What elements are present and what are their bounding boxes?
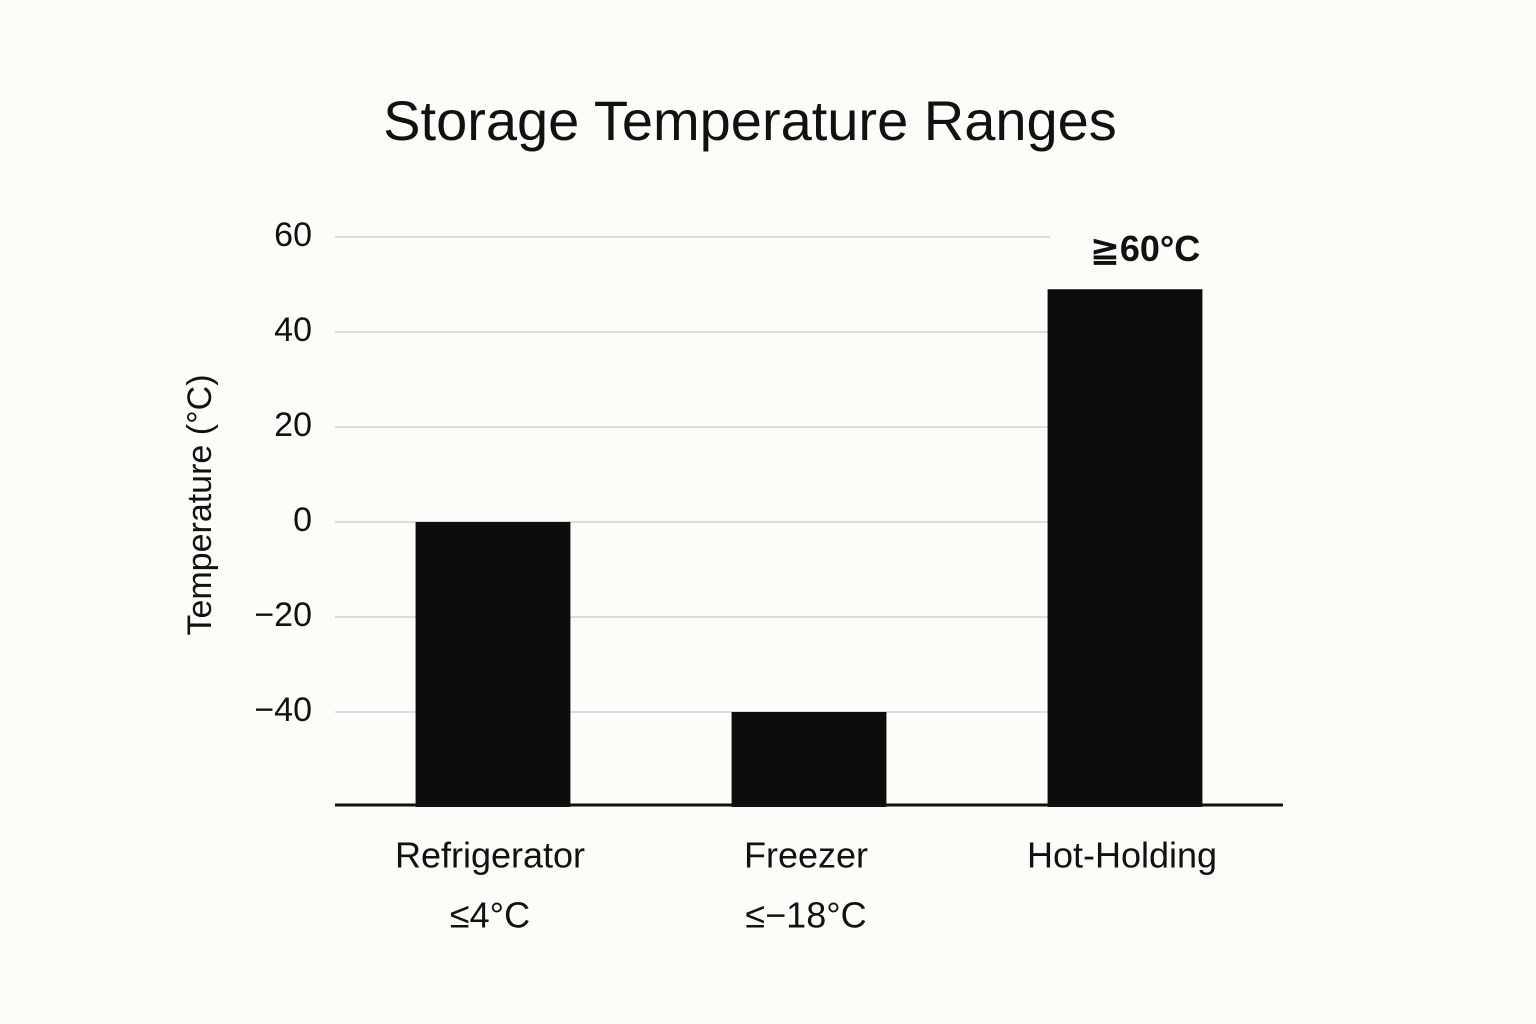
annotation: ≧60°C	[1090, 228, 1201, 269]
bar	[1047, 289, 1203, 807]
x-tick-label: Refrigerator	[395, 835, 585, 876]
chart-title: Storage Temperature Ranges	[383, 89, 1117, 152]
y-tick-label: 60	[274, 216, 312, 254]
x-tick-sublabel: ≤−18°C	[745, 895, 866, 936]
x-tick-label: Freezer	[744, 835, 868, 876]
x-tick-sublabel: ≤4°C	[450, 895, 530, 936]
y-tick-label: −20	[254, 596, 312, 634]
y-tick-label: 40	[274, 311, 312, 349]
bar	[415, 522, 571, 807]
x-tick-label: Hot-Holding	[1027, 835, 1217, 876]
bar	[731, 712, 887, 807]
y-tick-label: 0	[293, 501, 312, 539]
y-tick-label: −40	[254, 691, 312, 729]
y-axis-label: Temperature (°C)	[181, 374, 219, 635]
y-tick-label: 20	[274, 406, 312, 444]
